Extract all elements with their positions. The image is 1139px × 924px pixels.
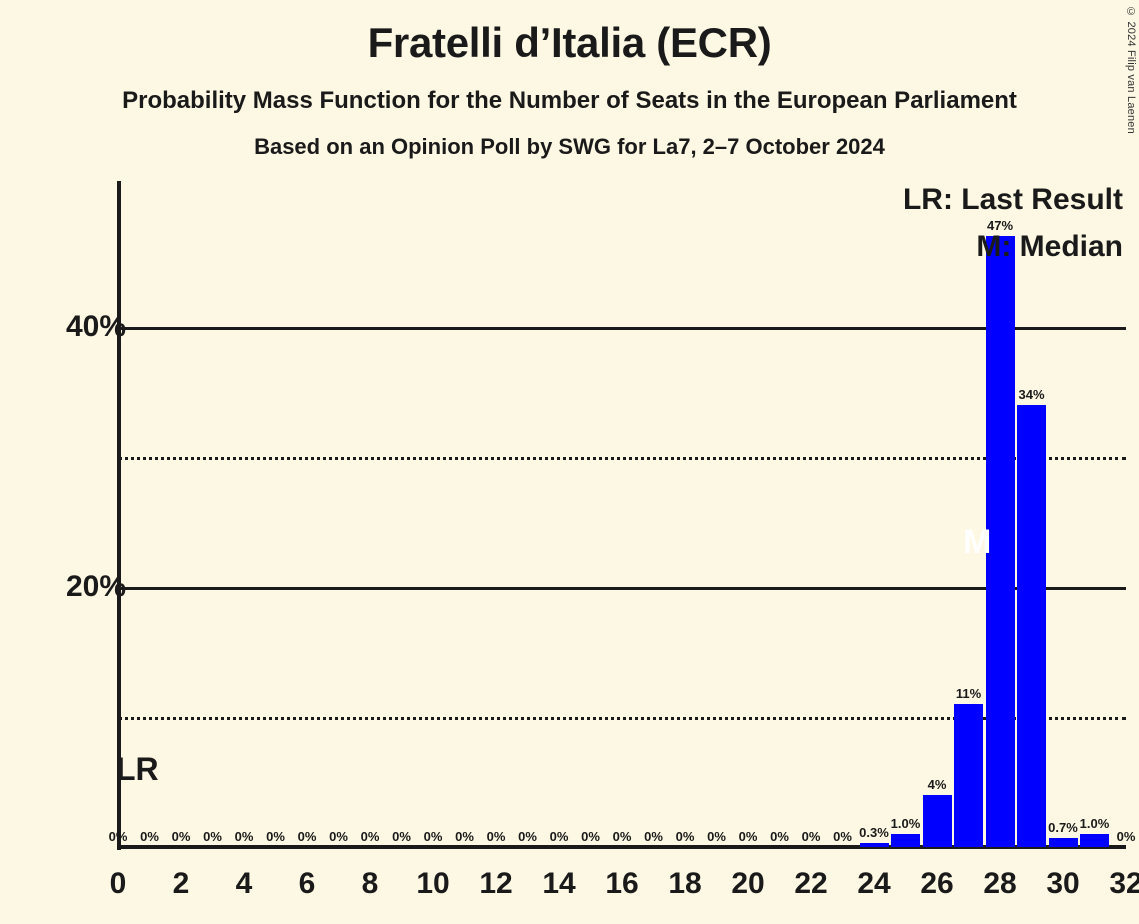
bar-value-label-26: 4% (927, 777, 947, 792)
x-tick-label-4: 4 (235, 867, 253, 900)
x-axis-line (117, 845, 1126, 849)
bar-value-label-17: 0% (644, 829, 663, 844)
x-tick-label-14: 14 (542, 867, 576, 900)
x-tick-label-8: 8 (361, 867, 379, 900)
bar-value-label-20: 0% (738, 829, 758, 844)
bar-value-label-11: 0% (455, 829, 474, 844)
bar-seat-26[interactable] (922, 795, 952, 847)
bar-seat-24[interactable] (859, 843, 889, 847)
bar-value-label-16: 0% (612, 829, 632, 844)
x-tick-label-12: 12 (479, 867, 513, 900)
x-tick-label-6: 6 (298, 867, 316, 900)
bar-value-label-21: 0% (770, 829, 789, 844)
x-tick-label-20: 20 (731, 867, 765, 900)
gridline-30 (118, 457, 1126, 460)
bar-value-label-23: 0% (833, 829, 852, 844)
x-tick-label-16: 16 (605, 867, 639, 900)
bar-value-label-12: 0% (486, 829, 506, 844)
copyright-notice: © 2024 Filip van Laenen (1125, 6, 1137, 134)
legend-last-result: LR: Last Result (902, 183, 1123, 216)
bar-value-label-10: 0% (423, 829, 443, 844)
bar-value-label-22: 0% (801, 829, 821, 844)
x-tick-label-24: 24 (857, 867, 891, 900)
bar-value-label-4: 0% (234, 829, 254, 844)
bar-value-label-3: 0% (203, 829, 222, 844)
bar-value-label-7: 0% (329, 829, 348, 844)
page-title: Fratelli d’Italia (ECR) (367, 19, 772, 66)
y-tick-label-40: 40% (65, 310, 126, 343)
bar-seat-29[interactable] (1017, 405, 1046, 847)
bar-value-label-2: 0% (171, 829, 191, 844)
x-tick-label-26: 26 (920, 867, 954, 900)
bar-value-label-14: 0% (549, 829, 569, 844)
bar-value-label-1: 0% (140, 829, 159, 844)
bar-value-label-28: 47% (986, 218, 1014, 233)
bar-value-label-0: 0% (108, 829, 128, 844)
last-result-marker: LR (116, 751, 159, 787)
bar-value-label-27: 11% (955, 686, 982, 701)
x-tick-label-18: 18 (668, 867, 702, 900)
legend-median: M: Median (976, 230, 1123, 263)
x-tick-label-2: 2 (172, 867, 190, 900)
x-tick-label-28: 28 (983, 867, 1017, 900)
bar-value-label-6: 0% (297, 829, 317, 844)
median-marker: M (963, 523, 992, 561)
bar-seat-28[interactable] (985, 236, 1015, 847)
chart-source-line: Based on an Opinion Poll by SWG for La7,… (254, 134, 885, 159)
bar-value-label-30: 0.7% (1048, 819, 1078, 835)
chart-subtitle: Probability Mass Function for the Number… (122, 87, 1017, 114)
y-axis-line (117, 181, 121, 850)
bar-seat-25[interactable] (891, 834, 920, 847)
bar-seat-30[interactable] (1048, 837, 1078, 847)
bar-seat-31[interactable] (1080, 834, 1109, 847)
bar-value-label-25: 1.0% (890, 816, 921, 831)
gridline-40 (118, 327, 1126, 330)
bar-value-label-13: 0% (518, 829, 537, 844)
bar-value-label-5: 0% (266, 829, 285, 844)
bar-value-label-9: 0% (392, 829, 411, 844)
gridline-10 (118, 717, 1126, 720)
bar-value-label-32: 0% (1116, 829, 1136, 844)
x-tick-label-22: 22 (794, 867, 828, 900)
gridline-20 (118, 587, 1126, 590)
bar-value-label-18: 0% (675, 829, 695, 844)
x-tick-label-30: 30 (1046, 867, 1080, 900)
bar-value-label-19: 0% (707, 829, 726, 844)
bar-value-label-15: 0% (581, 829, 600, 844)
bar-value-label-8: 0% (360, 829, 380, 844)
bar-value-label-29: 34% (1018, 387, 1045, 402)
bar-seat-27[interactable] (954, 704, 983, 847)
x-tick-label-32: 32 (1109, 867, 1139, 900)
bar-value-label-31: 1.0% (1079, 816, 1110, 831)
x-tick-label-10: 10 (416, 867, 450, 900)
x-tick-label-0: 0 (109, 867, 127, 900)
bar-value-label-24: 0.3% (859, 825, 889, 841)
y-tick-label-20: 20% (65, 570, 126, 603)
chart-header: Fratelli d’Italia (ECR) Probability Mass… (0, 0, 1139, 158)
